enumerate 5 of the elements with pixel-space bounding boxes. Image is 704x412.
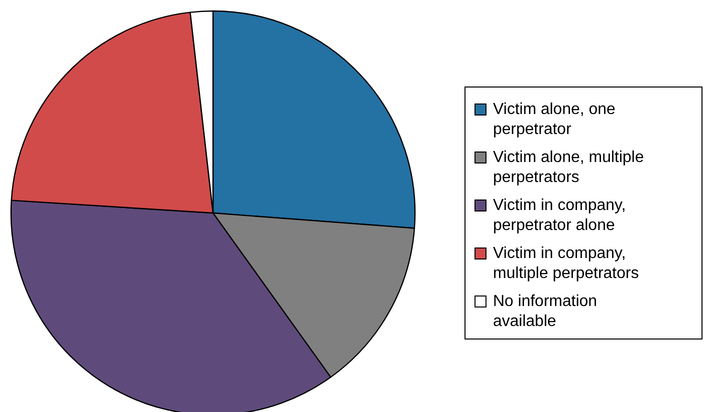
legend-label: Victim alone, multiple perpetrators: [493, 149, 644, 186]
legend-label: No information available: [493, 293, 598, 330]
legend-label: Victim alone, one perpetrator: [493, 101, 616, 138]
legend-label: Victim in company, multiple perpetrators: [493, 245, 639, 282]
legend-label: Victim in company, perpetrator alone: [493, 197, 626, 234]
